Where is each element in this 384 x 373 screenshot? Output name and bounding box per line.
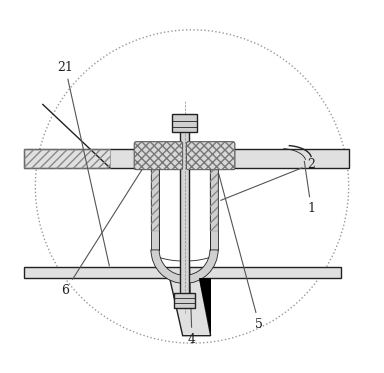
Bar (24, 149, 349, 168)
Bar (210, 159, 218, 231)
FancyBboxPatch shape (186, 142, 235, 170)
Text: 4: 4 (185, 116, 196, 346)
Bar (174, 293, 195, 308)
FancyBboxPatch shape (134, 142, 183, 170)
Text: 21: 21 (57, 61, 109, 266)
Bar (151, 159, 159, 250)
Bar (151, 159, 159, 231)
Bar (180, 119, 189, 306)
Wedge shape (151, 250, 218, 283)
Bar (210, 159, 218, 250)
Text: 2: 2 (221, 158, 315, 200)
Text: 5: 5 (211, 146, 263, 331)
Bar (24, 267, 341, 278)
Polygon shape (170, 278, 211, 336)
Text: 6: 6 (61, 146, 157, 297)
Bar (24, 149, 110, 168)
Bar (172, 114, 197, 132)
Polygon shape (199, 278, 211, 336)
Text: 1: 1 (304, 161, 315, 215)
